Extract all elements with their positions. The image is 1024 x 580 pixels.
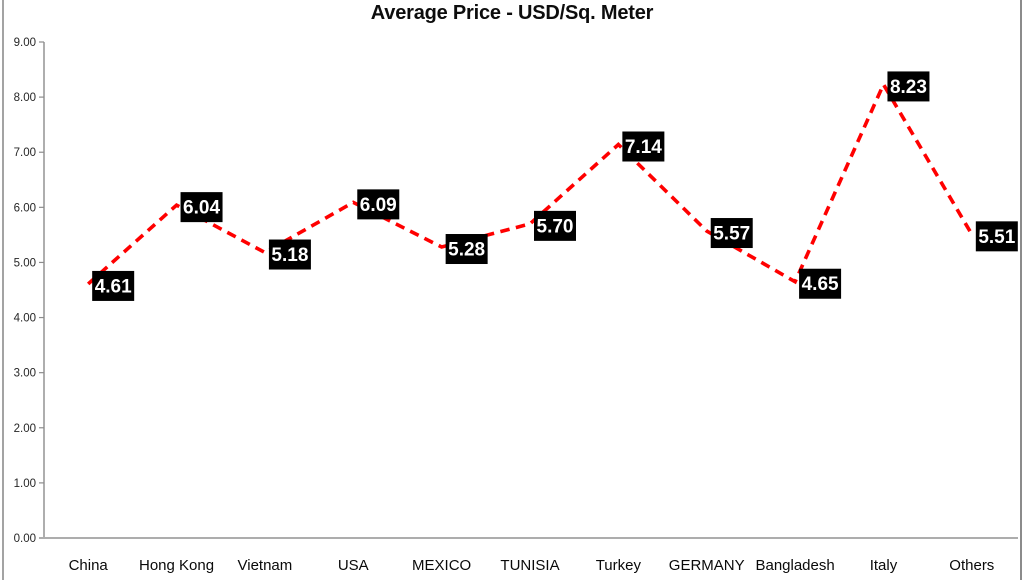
data-label: 5.51 <box>975 221 1018 252</box>
data-label-box <box>92 270 135 301</box>
data-label: 6.04 <box>180 192 223 223</box>
data-label-value: 5.51 <box>978 227 1015 248</box>
data-label-value: 5.70 <box>537 216 574 237</box>
data-label: 5.28 <box>445 234 488 265</box>
x-axis-label: USA <box>338 557 369 574</box>
data-label-box <box>622 131 665 162</box>
y-axis-tick-label: 3.00 <box>14 368 36 380</box>
y-axis-tick-label: 1.00 <box>14 478 36 490</box>
x-axis-label: GERMANY <box>669 557 745 574</box>
y-axis-tick-label: 6.00 <box>14 202 36 214</box>
x-axis-label: MEXICO <box>412 557 471 574</box>
y-axis-tick-label: 0.00 <box>14 533 36 545</box>
x-axis-label: Others <box>949 557 994 574</box>
data-label-box <box>710 218 753 249</box>
y-axis-tick-label: 9.00 <box>14 37 36 49</box>
data-label-value: 8.23 <box>890 77 927 98</box>
data-label-value: 4.65 <box>802 274 839 295</box>
data-label-value: 5.57 <box>713 224 750 245</box>
x-axis-label: Turkey <box>596 557 642 574</box>
data-label-box <box>799 268 842 299</box>
data-label-value: 7.14 <box>625 137 662 158</box>
y-axis-tick-label: 5.00 <box>14 257 36 269</box>
data-label: 5.70 <box>534 210 576 241</box>
plot-area: 0.00 1.00 2.00 3.00 4.00 5.00 6.00 7.00 8.00 9.00… <box>14 37 1018 574</box>
data-label-value: 6.09 <box>360 195 397 216</box>
y-axis-tick-label: 8.00 <box>14 92 36 104</box>
x-axis-label: Bangladesh <box>755 557 834 574</box>
data-label-box <box>180 192 223 223</box>
data-label: 5.57 <box>710 218 753 249</box>
data-label: 5.18 <box>268 239 311 270</box>
data-label-value: 5.28 <box>448 240 485 261</box>
data-label-box <box>887 71 930 102</box>
data-label: 4.61 <box>92 270 135 301</box>
data-label: 7.14 <box>622 131 665 162</box>
data-label-box <box>534 210 576 241</box>
price-line <box>86 80 974 286</box>
data-label-box <box>445 234 488 265</box>
data-label: 8.23 <box>887 71 930 102</box>
y-axis-tick-label: 4.00 <box>14 313 36 325</box>
data-label: 6.09 <box>357 189 400 220</box>
chart-title: Average Price - USD/Sq. Meter <box>370 2 654 24</box>
x-axis-label: Vietnam <box>238 557 293 574</box>
data-label-box <box>975 221 1018 252</box>
y-axis-tick-label: 2.00 <box>14 423 36 435</box>
data-label: 4.65 <box>799 268 842 299</box>
data-label-box <box>357 189 400 220</box>
x-axis-label: Italy <box>870 557 898 574</box>
x-axis-label: Hong Kong <box>139 557 214 574</box>
y-axis-tick-label: 7.00 <box>14 147 36 159</box>
data-label-value: 6.04 <box>183 198 220 219</box>
x-axis-label: TUNISIA <box>500 557 559 574</box>
x-axis-label: China <box>69 557 109 574</box>
data-label-box <box>268 239 311 270</box>
data-label-value: 4.61 <box>95 276 132 297</box>
data-label-value: 5.18 <box>271 245 308 266</box>
